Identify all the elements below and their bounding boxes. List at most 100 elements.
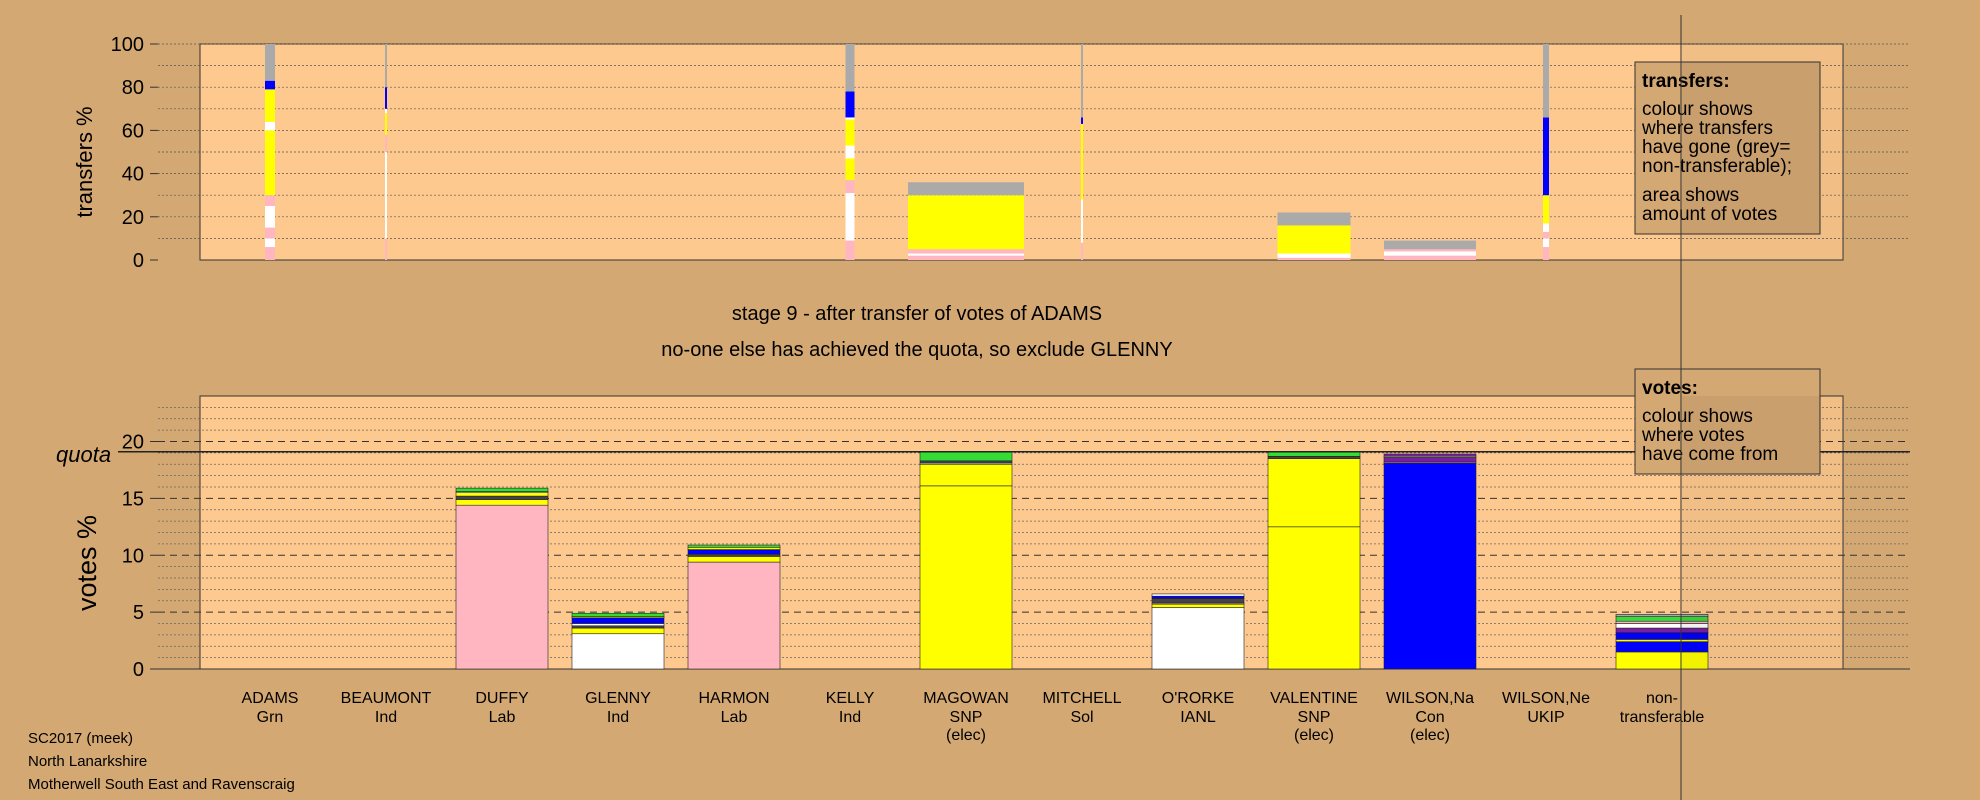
candidate-party: Lab [489, 709, 516, 726]
vote-segment [571, 617, 665, 624]
transfer-segment [845, 158, 855, 181]
vote-segment [919, 485, 1013, 670]
elected-marker: (elec) [1410, 727, 1450, 744]
transfer-segment [1081, 44, 1083, 118]
transfer-segment [265, 130, 275, 196]
votes-legend-title: votes: [1642, 378, 1698, 399]
transfer-segment [908, 195, 1024, 250]
transfer-segment [845, 119, 855, 146]
transfer-segment [845, 240, 855, 260]
transfers-legend-line: colour shows [1642, 99, 1753, 120]
candidate-party: Lab [721, 709, 748, 726]
candidate-name: KELLY [826, 690, 875, 707]
vote-segment [687, 544, 781, 548]
stage-decision: no-one else has achieved the quota, so e… [661, 339, 1172, 361]
transfer-segment [1384, 240, 1476, 250]
votes-tick-label: 20 [122, 432, 144, 454]
transfer-strips [265, 44, 1549, 260]
transfer-segment [1277, 212, 1351, 226]
candidate-party: Ind [375, 709, 397, 726]
vote-segment [1383, 457, 1477, 463]
transfer-segment [1384, 249, 1476, 252]
transfer-segment [845, 145, 855, 159]
candidate-party: Con [1415, 709, 1444, 726]
vote-segment [687, 546, 781, 550]
candidate-name: non- [1646, 690, 1678, 707]
transfers-legend-line: amount of votes [1642, 204, 1777, 225]
vote-segment [455, 495, 549, 500]
vote-segment [1151, 595, 1245, 599]
elected-marker: (elec) [946, 727, 986, 744]
transfer-segment [1081, 242, 1083, 260]
candidate-name: MITCHELL [1042, 690, 1121, 707]
transfer-segment [265, 44, 275, 81]
vote-segment [455, 492, 549, 497]
candidate-party: Grn [257, 709, 284, 726]
transfer-segment [265, 206, 275, 228]
vote-segment [571, 627, 665, 635]
transfer-segment [1543, 44, 1549, 118]
votes-tick-label: 15 [122, 488, 144, 510]
vote-segment [687, 549, 781, 555]
votes-legend-frame [1634, 368, 1821, 475]
transfer-segment [385, 152, 387, 239]
vote-segment [1151, 598, 1245, 604]
transfer-segment [845, 44, 855, 92]
vote-segment [687, 561, 781, 670]
candidate-name: O'RORKE [1162, 690, 1234, 707]
votes-tick-label: 10 [122, 545, 144, 567]
vote-segment [919, 463, 1013, 487]
vote-segment [571, 625, 665, 629]
votes-panel: 0 5 10 15 20 quota votes % ADAMS Grn BEAUMONT I… [56, 368, 1910, 744]
quota-label: quota [56, 442, 111, 467]
transfer-segment [1277, 253, 1351, 258]
transfer-segment [385, 108, 387, 114]
transfer-segment [385, 134, 387, 152]
transfers-legend-line: non-transferable); [1642, 156, 1792, 177]
transfer-segment [1543, 231, 1549, 239]
candidate-name: ADAMS [242, 690, 299, 707]
nontransferable-shade-top [1682, 44, 1842, 260]
vote-segment [687, 556, 781, 563]
candidate-name: HARMON [698, 690, 769, 707]
transfer-segment [265, 238, 275, 248]
votes-y-ticks: 0 5 10 15 20 [122, 432, 158, 681]
vote-segment [1267, 526, 1361, 670]
transfer-segment [845, 91, 855, 118]
transfers-tick-label: 40 [122, 164, 144, 186]
candidate-name: WILSON,Na [1386, 690, 1474, 707]
transfers-legend-box: transfers: colour shows where transfers … [1634, 61, 1821, 235]
candidate-party: SNP [1298, 709, 1331, 726]
vote-segment [1151, 593, 1245, 597]
transfer-segment [845, 117, 855, 120]
footer-election: SC2017 (meek) [28, 730, 133, 747]
candidate-name: MAGOWAN [923, 690, 1009, 707]
votes-legend-line: have come from [1642, 444, 1778, 465]
votes-grid [158, 407, 1910, 670]
transfers-legend-frame [1634, 61, 1821, 235]
elected-marker: (elec) [1294, 727, 1334, 744]
candidate-name: GLENNY [585, 690, 651, 707]
candidate-party: Ind [607, 709, 629, 726]
transfer-segment [1384, 255, 1476, 260]
candidate-name: BEAUMONT [341, 690, 432, 707]
vote-segment [1267, 458, 1361, 528]
transfer-segment [1543, 223, 1549, 232]
vote-segment [571, 623, 665, 627]
votes-legend-box: votes: colour shows where votes have com… [1634, 368, 1821, 475]
vote-segment [455, 504, 549, 670]
transfer-segment [385, 87, 387, 109]
vote-segment [919, 460, 1013, 464]
footer-council: North Lanarkshire [28, 753, 147, 770]
transfers-tick-label: 20 [122, 207, 144, 229]
vote-segment [1383, 453, 1477, 457]
transfer-segment [908, 253, 1024, 256]
stage-description: stage 9 - after transfer of votes of ADA… [732, 303, 1102, 325]
transfer-segment [908, 182, 1024, 196]
candidate-party: UKIP [1527, 709, 1564, 726]
vote-segment [1267, 455, 1361, 459]
votes-legend-line: colour shows [1642, 406, 1753, 427]
transfer-segment [265, 247, 275, 260]
transfers-y-axis-label: transfers % [72, 106, 97, 217]
